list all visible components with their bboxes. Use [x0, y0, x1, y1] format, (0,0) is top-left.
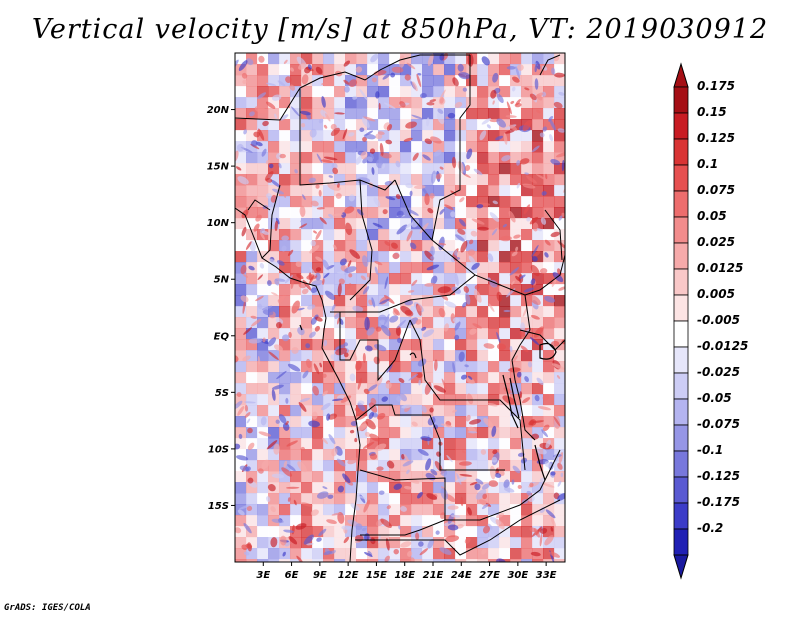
lon-tick-label: 18E [394, 570, 415, 581]
colorbar-level-label: 0.175 [697, 79, 735, 93]
lon-tick-label: 9E [313, 570, 327, 581]
colorbar-level-label: 0.025 [697, 235, 735, 249]
colorbar [673, 62, 689, 580]
colorbar-swatch [673, 398, 689, 426]
colorbar-level-label: -0.0125 [697, 339, 749, 353]
colorbar-top-arrow [673, 62, 689, 88]
lat-tick-label: EQ [214, 331, 230, 342]
colorbar-level-label: -0.05 [697, 391, 732, 405]
grads-credit: GrADS: IGES/COLA [4, 603, 91, 613]
colorbar-swatch [673, 528, 689, 556]
lat-tick-label: 5N [214, 275, 230, 286]
colorbar-level-label: 0.075 [697, 183, 735, 197]
lat-tick-label: 5S [215, 388, 229, 399]
colorbar-swatch [673, 476, 689, 504]
colorbar-swatch [673, 138, 689, 166]
lon-tick-label: 15E [366, 570, 387, 581]
colorbar-swatch [673, 216, 689, 244]
country-borders [235, 54, 565, 562]
colorbar-level-label: -0.1 [697, 443, 724, 457]
colorbar-swatch [673, 242, 689, 270]
colorbar-level-label: -0.2 [697, 521, 724, 535]
colorbar-level-label: 0.05 [697, 209, 727, 223]
lon-tick-label: 30E [507, 570, 528, 581]
lon-tick-label: 27E [479, 570, 500, 581]
page-title: Vertical velocity [m/s] at 850hPa, VT: 2… [31, 14, 769, 45]
lat-tick-label: 15S [208, 501, 229, 512]
colorbar-swatch [673, 112, 689, 140]
colorbar-level-label: -0.025 [697, 365, 740, 379]
colorbar-level-label: 0.125 [697, 131, 735, 145]
colorbar-level-label: -0.125 [697, 469, 740, 483]
lon-tick-label: 24E [451, 570, 472, 581]
latitude-axis: 20N 15N 10N 5N EQ 5S 10S 15S [207, 105, 235, 512]
longitude-axis: 3E 6E 9E 12E 15E 18E 21E 24E 27E 30E 33E [256, 562, 557, 581]
colorbar-swatch [673, 268, 689, 296]
colorbar-level-label: 0.005 [697, 287, 735, 301]
velocity-field [235, 53, 565, 562]
lat-tick-label: 10N [207, 218, 230, 229]
lat-tick-label: 20N [207, 105, 230, 116]
colorbar-level-label: -0.075 [697, 417, 740, 431]
colorbar-level-label: -0.005 [697, 313, 740, 327]
lake-outlines [299, 324, 557, 481]
lon-tick-label: 33E [536, 570, 557, 581]
map-frame [234, 52, 566, 563]
colorbar-swatch [673, 164, 689, 192]
lon-tick-label: 6E [285, 570, 299, 581]
lat-tick-label: 10S [208, 444, 229, 455]
colorbar-swatch [673, 450, 689, 478]
lon-tick-label: 3E [256, 570, 270, 581]
colorbar-swatch [673, 294, 689, 322]
colorbar-level-label: 0.0125 [697, 261, 744, 275]
colorbar-level-label: -0.175 [697, 495, 740, 509]
colorbar-swatch [673, 190, 689, 218]
colorbar-swatch [673, 86, 689, 114]
colorbar-bottom-arrow [673, 554, 689, 580]
colorbar-swatch [673, 502, 689, 530]
lon-tick-label: 21E [423, 570, 444, 581]
colorbar-swatch [673, 320, 689, 348]
colorbar-swatch [673, 346, 689, 374]
colorbar-swatch [673, 424, 689, 452]
lat-tick-label: 15N [207, 162, 230, 173]
colorbar-level-label: 0.15 [697, 105, 727, 119]
colorbar-swatch [673, 372, 689, 400]
lon-tick-label: 12E [338, 570, 359, 581]
colorbar-level-label: 0.1 [697, 157, 719, 171]
